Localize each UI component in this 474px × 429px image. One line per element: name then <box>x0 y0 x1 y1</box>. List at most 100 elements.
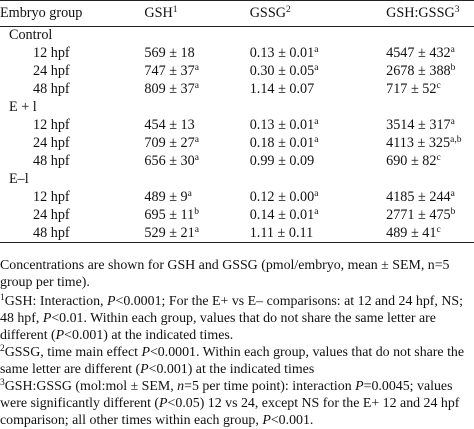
gsh-cell-letter: b <box>194 207 199 217</box>
gssg-cell-letter: a <box>314 207 319 217</box>
gsh-cell: 747 ± 37a <box>144 63 249 81</box>
gssg-cell: 0.99 ± 0.09 <box>250 153 386 171</box>
gssg-cell-value: 1.11 ± 0.11 <box>249 224 314 241</box>
ratio-cell-value: 4547 ± 432 <box>386 45 451 61</box>
table-row: 48 hpf 809 ± 37a 1.14 ± 0.07 717 ± 52c <box>0 81 474 99</box>
gssg-cell: 0.30 ± 0.05a <box>250 63 386 81</box>
ratio-cell: 489 ± 41c <box>386 224 474 243</box>
gssg-cell: 0.13 ± 0.01a <box>250 117 386 135</box>
group-row: E–l <box>0 171 474 189</box>
gsh-cell: 709 ± 27a <box>144 135 249 153</box>
ratio-cell: 2771 ± 475b <box>386 207 474 225</box>
footnote-2: 2GSSG, time main effect P<0.0001. Within… <box>0 344 465 377</box>
ratio-cell: 3514 ± 317a <box>386 117 474 135</box>
gssg-cell: 0.13 ± 0.01a <box>250 45 386 63</box>
group-name: E–l <box>9 171 29 187</box>
gssg-cell-letter: a <box>314 135 319 145</box>
time-cell: 24 hpf <box>0 207 144 225</box>
gssg-cell-value: 0.99 ± 0.09 <box>249 153 315 169</box>
table-row: 48 hpf 656 ± 30a 0.99 ± 0.09 690 ± 82c <box>0 153 474 171</box>
time-cell-value: 24 hpf <box>33 135 70 151</box>
footnote-3: 3GSH:GSSG (mol:mol ± SEM, n=5 per time p… <box>0 378 460 428</box>
gsh-cell-letter: a <box>187 189 192 199</box>
gsh-cell: 569 ± 18 <box>144 45 249 63</box>
gsh-cell-value: 747 ± 37 <box>144 63 195 79</box>
ratio-cell-letter: c <box>436 153 441 163</box>
gssg-cell: 1.11 ± 0.11 <box>249 224 387 243</box>
footnote-intro: Concentrations are shown for GSH and GSS… <box>0 258 450 290</box>
ratio-cell-letter: a <box>450 117 455 127</box>
time-cell-value: 12 hpf <box>33 117 70 133</box>
header-embryo-group: Embryo group <box>0 0 145 27</box>
ratio-cell: 4113 ± 325a,b <box>386 135 474 153</box>
time-cell: 24 hpf <box>0 135 144 153</box>
table-row: 24 hpf 747 ± 37a 0.30 ± 0.05a 2678 ± 388b <box>0 63 474 81</box>
gsh-cell: 695 ± 11b <box>144 207 249 225</box>
gsh-cell-value: 695 ± 11 <box>144 207 195 223</box>
gsh-cell-value: 529 ± 21 <box>144 224 195 241</box>
gsh-cell-value: 489 ± 9 <box>144 189 188 205</box>
time-cell-value: 48 hpf <box>33 153 70 169</box>
gsh-cell-letter: a <box>194 81 199 91</box>
ratio-cell-letter: c <box>436 224 441 235</box>
gsh-cell: 529 ± 21a <box>144 224 250 243</box>
time-cell-value: 12 hpf <box>33 189 70 205</box>
table-row: 24 hpf 695 ± 11b 0.14 ± 0.01a 2771 ± 475b <box>0 207 474 225</box>
table-row: 12 hpf 454 ± 13 0.13 ± 0.01a 3514 ± 317a <box>0 117 474 135</box>
gssg-cell-letter: a <box>314 117 319 127</box>
time-cell: 24 hpf <box>0 63 144 81</box>
table-row: 12 hpf 489 ± 9a 0.12 ± 0.00a 4185 ± 244a <box>0 189 474 207</box>
gssg-cell-letter: a <box>314 45 319 55</box>
time-cell: 48 hpf <box>0 81 144 99</box>
ratio-cell-value: 489 ± 41 <box>386 224 437 241</box>
gssg-cell-value: 0.18 ± 0.01 <box>249 135 315 151</box>
ratio-cell-letter: a <box>450 45 455 55</box>
gssg-cell-value: 0.13 ± 0.01 <box>249 117 315 133</box>
gsh-cell: 809 ± 37a <box>144 81 249 99</box>
ratio-cell: 4185 ± 244a <box>386 189 474 207</box>
gssg-cell-value: 0.13 ± 0.01 <box>249 45 315 61</box>
table-footnotes: Concentrations are shown for GSH and GSS… <box>0 257 474 429</box>
group-name: E + l <box>9 99 37 115</box>
gsh-cell-letter: a <box>194 224 199 235</box>
gsh-cell: 489 ± 9a <box>144 189 249 207</box>
time-cell: 12 hpf <box>0 45 144 63</box>
ratio-cell-letter: b <box>450 63 456 73</box>
glutathione-table: Embryo group GSH1 GSSG2 GSH:GSSG3 Contro… <box>0 0 474 243</box>
header-gsh: GSH1 <box>144 0 250 27</box>
ratio-cell-value: 4113 ± 325 <box>386 135 451 151</box>
gssg-cell-value: 0.14 ± 0.01 <box>249 207 315 223</box>
group-row: E + l <box>0 99 474 117</box>
header-gssg: GSSG2 <box>249 0 387 27</box>
ratio-cell-value: 3514 ± 317 <box>386 117 451 133</box>
ratio-cell: 717 ± 52c <box>386 81 474 99</box>
gsh-cell-value: 656 ± 30 <box>144 153 195 169</box>
gssg-cell: 1.14 ± 0.07 <box>250 81 386 99</box>
time-cell: 48 hpf <box>0 153 144 171</box>
gsh-cell: 454 ± 13 <box>144 117 249 135</box>
gsh-cell-letter: a <box>194 153 199 163</box>
ratio-cell-value: 717 ± 52 <box>386 81 437 97</box>
gsh-cell-value: 454 ± 13 <box>144 117 195 133</box>
table-row: 24 hpf 709 ± 27a 0.18 ± 0.01a 4113 ± 325a,b <box>0 135 474 153</box>
ratio-cell-value: 4185 ± 244 <box>386 189 451 205</box>
gssg-cell-letter: a <box>314 189 319 199</box>
ratio-cell: 4547 ± 432a <box>386 45 474 63</box>
gsh-cell: 656 ± 30a <box>144 153 249 171</box>
ratio-cell-value: 2678 ± 388 <box>386 63 451 79</box>
time-cell: 48 hpf <box>0 224 145 243</box>
gssg-cell-value: 1.14 ± 0.07 <box>249 81 315 97</box>
ratio-cell-letter: a <box>450 189 455 199</box>
ratio-cell: 2678 ± 388b <box>386 63 474 81</box>
table-body: Control 12 hpf 569 ± 18 0.13 ± 0.01a 4547 ± … <box>0 27 474 243</box>
footnote-1: 1GSH: Interaction, P<0.0001; For the E+ … <box>0 293 463 343</box>
time-cell-value: 48 hpf <box>33 224 70 241</box>
gssg-cell-value: 0.30 ± 0.05 <box>249 63 315 79</box>
header-gsh-gssg-ratio: GSH:GSSG3 <box>386 0 474 27</box>
gssg-cell: 0.18 ± 0.01a <box>250 135 386 153</box>
table-header-row: Embryo group GSH1 GSSG2 GSH:GSSG3 <box>0 0 474 27</box>
gsh-cell-value: 569 ± 18 <box>144 45 195 61</box>
gsh-cell-value: 809 ± 37 <box>144 81 195 97</box>
ratio-cell-letter: a,b <box>450 135 462 145</box>
